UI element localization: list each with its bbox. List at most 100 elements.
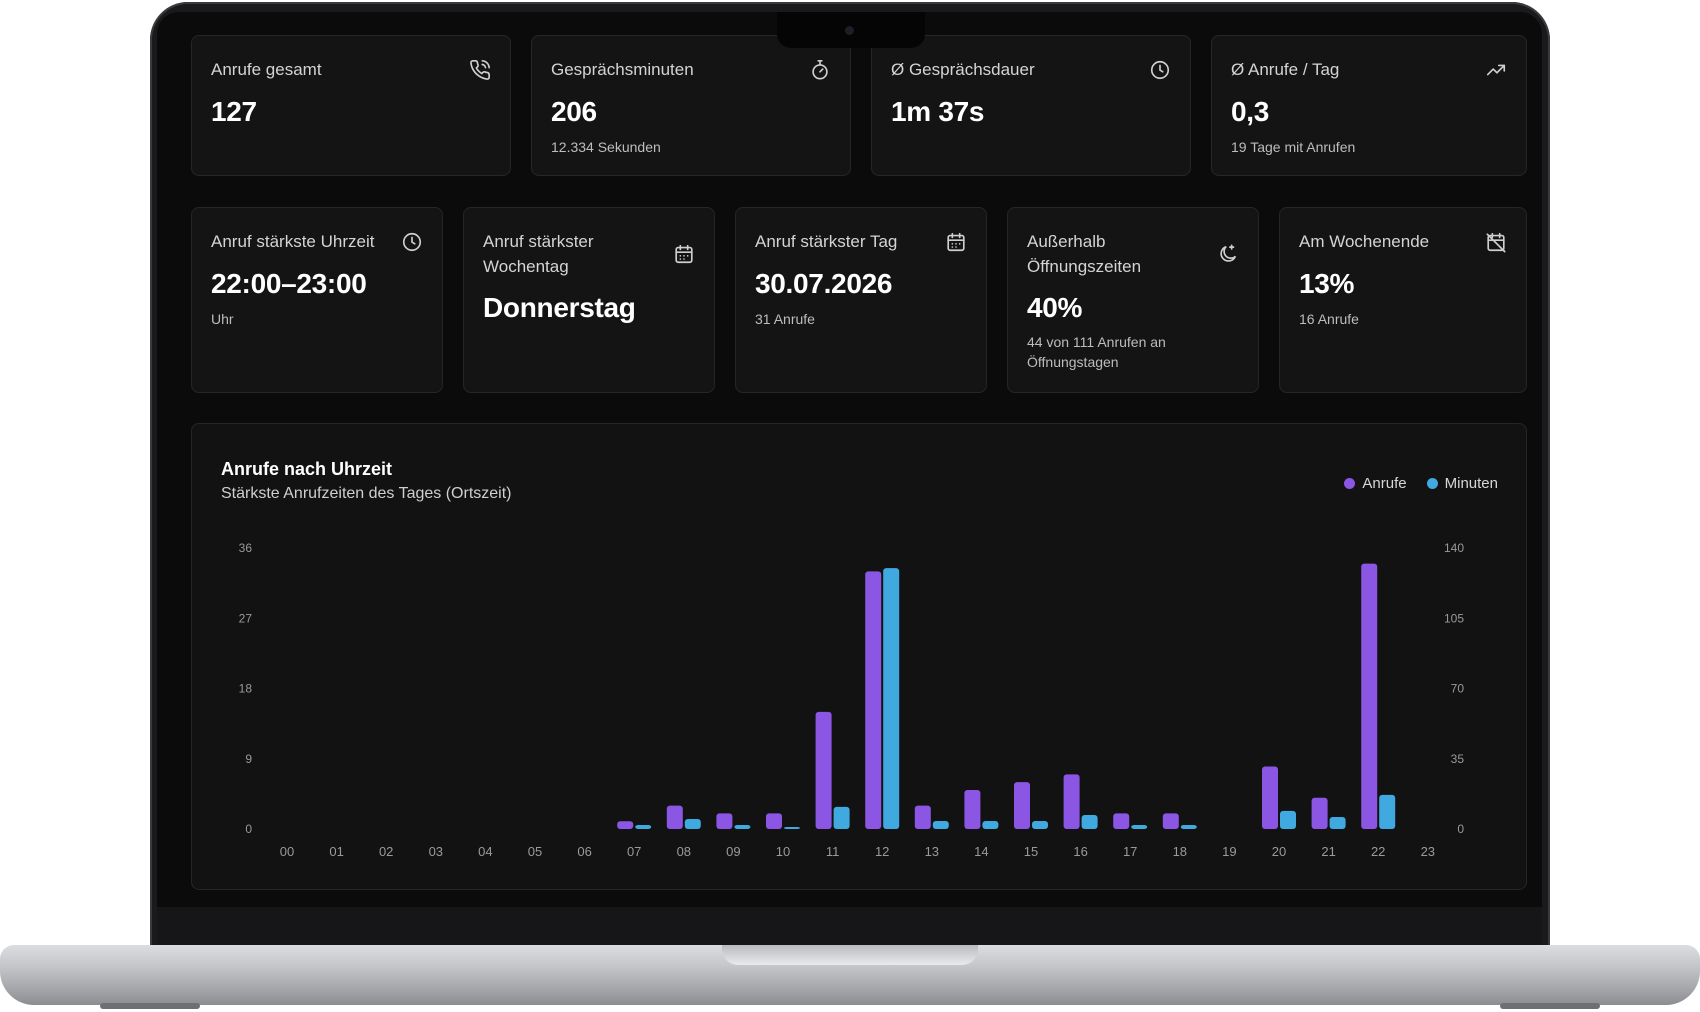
kpi-value: 40% (1027, 292, 1083, 323)
y-left-tick-label: 36 (239, 541, 253, 555)
kpi-label: Außerhalb Öffnungszeiten (1027, 229, 1141, 279)
bar-minuten (784, 826, 800, 829)
bar-minuten (883, 568, 900, 829)
x-tick-label: 01 (329, 844, 343, 859)
bar-minuten (684, 818, 701, 829)
trending-up-icon (1485, 59, 1507, 81)
x-tick-label: 20 (1272, 844, 1286, 859)
y-left-tick-label: 9 (245, 752, 252, 766)
chart-legend: Anrufe Minuten (1344, 475, 1498, 492)
bar-anrufe (1014, 782, 1030, 829)
x-tick-label: 15 (1024, 844, 1038, 859)
legend-dot-minuten (1426, 478, 1438, 489)
kpi-label: Anruf stärkster Wochentag (483, 229, 594, 279)
kpi-sub-line: 44 von 111 Anrufen an (1027, 334, 1166, 350)
bar-minuten (734, 824, 751, 829)
kpi-card-staerkster-tag: Anruf stärkster Tag 30.07.2026 31 Anrufe (735, 207, 987, 393)
stopwatch-icon (809, 59, 831, 81)
kpi-card-staerkster-wochentag: Anruf stärkster Wochentag Donnerstag (463, 207, 715, 393)
kpi-label-line: Wochentag (483, 257, 569, 276)
y-left-tick-label: 18 (239, 682, 253, 696)
kpi-label: Am Wochenende (1299, 232, 1430, 251)
y-right-tick-label: 35 (1451, 752, 1465, 766)
x-tick-label: 03 (429, 844, 443, 859)
chart-subtitle: Stärkste Anrufzeiten des Tages (Ortszeit… (221, 485, 512, 502)
x-tick-label: 14 (974, 844, 988, 859)
kpi-sub: 16 Anrufe (1299, 311, 1359, 327)
bar-anrufe (617, 821, 634, 829)
bar-anrufe (964, 789, 981, 829)
kpi-label: Gesprächsminuten (551, 60, 694, 79)
calendar-off-icon (1485, 231, 1507, 253)
kpi-sub: 31 Anrufe (755, 311, 815, 327)
kpi-label: Anruf stärkster Tag (755, 232, 898, 251)
kpi-card-gespraechsminuten: Gesprächsminuten 206 12.334 Sekunden (531, 35, 851, 176)
bar-anrufe (1063, 774, 1080, 829)
bar-minuten (1081, 814, 1098, 829)
legend-item-anrufe[interactable]: Anrufe (1344, 475, 1407, 492)
screen-bezel-bottom (157, 907, 1542, 945)
chart-title: Anrufe nach Uhrzeit (221, 459, 393, 479)
y-left-tick-label: 27 (239, 611, 253, 625)
kpi-value: 30.07.2026 (755, 268, 893, 299)
kpi-label: Anruf stärkste Uhrzeit (211, 232, 375, 251)
x-tick-label: 02 (379, 844, 393, 859)
bar-anrufe (1113, 813, 1130, 829)
y-right-tick-label: 70 (1451, 682, 1465, 696)
bar-minuten (1180, 824, 1197, 829)
legend-label: Anrufe (1362, 475, 1407, 492)
camera-icon (845, 26, 854, 35)
bar-anrufe (716, 813, 733, 829)
kpi-label-line: Außerhalb (1027, 232, 1106, 251)
kpi-value: Donnerstag (483, 292, 636, 323)
bar-minuten (635, 824, 652, 829)
bar-anrufe (666, 805, 683, 829)
phone-icon (469, 59, 491, 81)
x-tick-label: 11 (826, 844, 840, 859)
calendar-icon (945, 231, 967, 253)
kpi-card-anrufe-gesamt: Anrufe gesamt 127 (191, 35, 511, 176)
legend-dot-anrufe (1344, 478, 1356, 489)
clock-icon (1149, 59, 1171, 81)
y-right-tick-label: 0 (1457, 822, 1464, 836)
bar-minuten (1379, 794, 1396, 829)
kpi-card-anrufe-pro-tag: Ø Anrufe / Tag 0,3 19 Tage mit Anrufen (1211, 35, 1527, 176)
kpi-value: 0,3 (1231, 96, 1270, 127)
kpi-label: Anrufe gesamt (211, 60, 322, 79)
kpi-label-line: Öffnungszeiten (1027, 257, 1142, 276)
bar-anrufe (815, 711, 832, 829)
x-tick-label: 16 (1073, 844, 1087, 859)
x-tick-label: 04 (478, 844, 492, 859)
bar-anrufe (865, 571, 882, 829)
kpi-value: 1m 37s (891, 96, 985, 127)
x-tick-label: 18 (1173, 844, 1187, 859)
laptop-opening-notch (722, 945, 978, 965)
x-tick-label: 17 (1123, 844, 1137, 859)
kpi-value: 127 (211, 96, 257, 127)
x-tick-label: 00 (280, 844, 294, 859)
bar-anrufe (766, 813, 782, 829)
x-tick-label: 05 (528, 844, 542, 859)
clock-icon (401, 231, 423, 253)
bar-anrufe (914, 805, 931, 829)
kpi-card-staerkste-uhrzeit: Anruf stärkste Uhrzeit 22:00–23:00 Uhr (191, 207, 443, 393)
bar-anrufe (1162, 813, 1179, 829)
bar-minuten (1032, 820, 1048, 829)
x-tick-label: 12 (875, 844, 889, 859)
kpi-value: 22:00–23:00 (211, 268, 367, 299)
x-tick-label: 23 (1421, 844, 1435, 859)
kpi-label: Ø Gesprächsdauer (891, 60, 1035, 79)
bar-anrufe (1361, 563, 1378, 829)
kpi-sub: Uhr (211, 311, 234, 327)
kpi-card-gespraechsdauer: Ø Gesprächsdauer 1m 37s (871, 35, 1191, 176)
kpi-label-line: Anruf stärkster (483, 232, 594, 251)
kpi-sub-line: Öffnungstagen (1027, 354, 1119, 370)
x-tick-label: 07 (627, 844, 641, 859)
bar-minuten (833, 806, 850, 829)
x-tick-label: 19 (1222, 844, 1236, 859)
kpi-sub: 12.334 Sekunden (551, 139, 661, 155)
legend-item-minuten[interactable]: Minuten (1426, 475, 1498, 492)
kpi-card-am-wochenende: Am Wochenende 13% 16 Anrufe (1279, 207, 1527, 393)
bar-anrufe (1311, 797, 1328, 829)
